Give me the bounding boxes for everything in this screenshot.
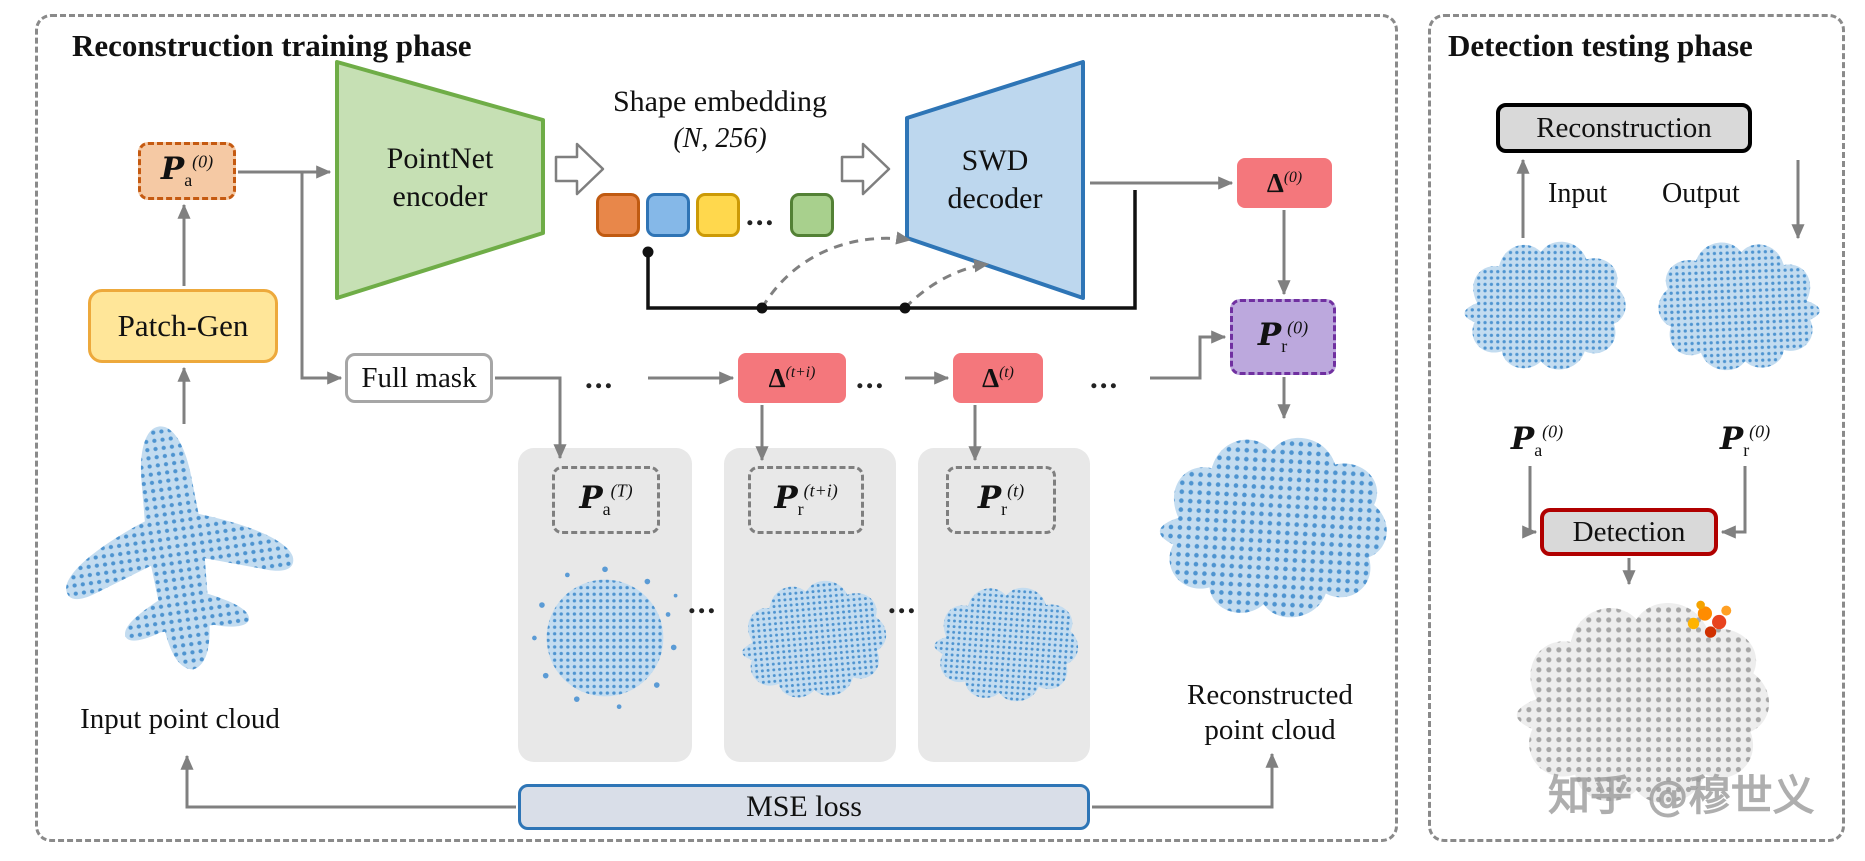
testing-input-point-cloud (1464, 241, 1626, 370)
input-label: Input (1548, 178, 1608, 209)
testing-pr0-label: Pr(0) (1719, 420, 1771, 461)
pr-t-plus-i-point-cloud (742, 580, 887, 698)
patch-gen-box: Patch-Gen (88, 289, 278, 363)
testing-title: Detection testing phase (1448, 28, 1753, 63)
output-label: Output (1662, 178, 1740, 209)
watermark: 知乎 @穆世义 (1548, 771, 1815, 820)
paT-box: Pa(T) (552, 466, 660, 534)
training-title: Reconstruction training phase (72, 28, 472, 63)
noise-point-cloud (532, 566, 678, 710)
reconstruction-box: Reconstruction (1496, 103, 1752, 153)
delta-t-box: Δ(t) (953, 353, 1043, 403)
testing-pa0-label: Pa(0) (1510, 420, 1564, 461)
embedding-cell-green (790, 193, 834, 237)
anomaly-point-cloud (1516, 600, 1770, 804)
swd-decoder-label: SWD decoder (947, 144, 1043, 215)
pr0-box: Pr(0) (1230, 299, 1336, 375)
pointnet-encoder-label: PointNet encoder (386, 142, 494, 213)
pa0-box: Pa(0) (138, 142, 236, 200)
pr-t-plus-i-box: Pr(t+i) (748, 466, 864, 534)
embedding-cell-blue (646, 193, 690, 237)
shape-embedding-dim: (N, 256) (673, 123, 767, 154)
panel-gap-ellipsis-2: ... (888, 585, 918, 620)
anomaly-highlight (1687, 600, 1732, 638)
embedding-cell-orange (596, 193, 640, 237)
delta-t-plus-i-box: Δ(t+i) (738, 353, 846, 403)
input-caption: Input point cloud (80, 703, 280, 735)
chain-ellipsis-1: ... (585, 360, 615, 395)
detection-box: Detection (1540, 508, 1718, 556)
chain-ellipsis-2: ... (856, 360, 886, 395)
pr-t-point-cloud (934, 587, 1078, 702)
testing-output-point-cloud (1658, 242, 1820, 371)
input-point-cloud (66, 426, 294, 670)
delta0-box: Δ(0) (1237, 158, 1332, 208)
reconstructed-point-cloud (1160, 437, 1387, 618)
chain-ellipsis-3: ... (1090, 360, 1120, 395)
shape-embedding-title: Shape embedding (612, 85, 828, 118)
mse-loss-box: MSE loss (518, 784, 1090, 830)
pr-t-box: Pr(t) (946, 466, 1056, 534)
embedding-ellipsis: ... (746, 197, 776, 232)
training-panel (35, 14, 1398, 842)
panel-gap-ellipsis-1: ... (688, 585, 718, 620)
reconstructed-caption: Reconstructed point cloud (1187, 679, 1353, 747)
embedding-cell-yellow (696, 193, 740, 237)
full-mask-box: Full mask (345, 353, 493, 403)
